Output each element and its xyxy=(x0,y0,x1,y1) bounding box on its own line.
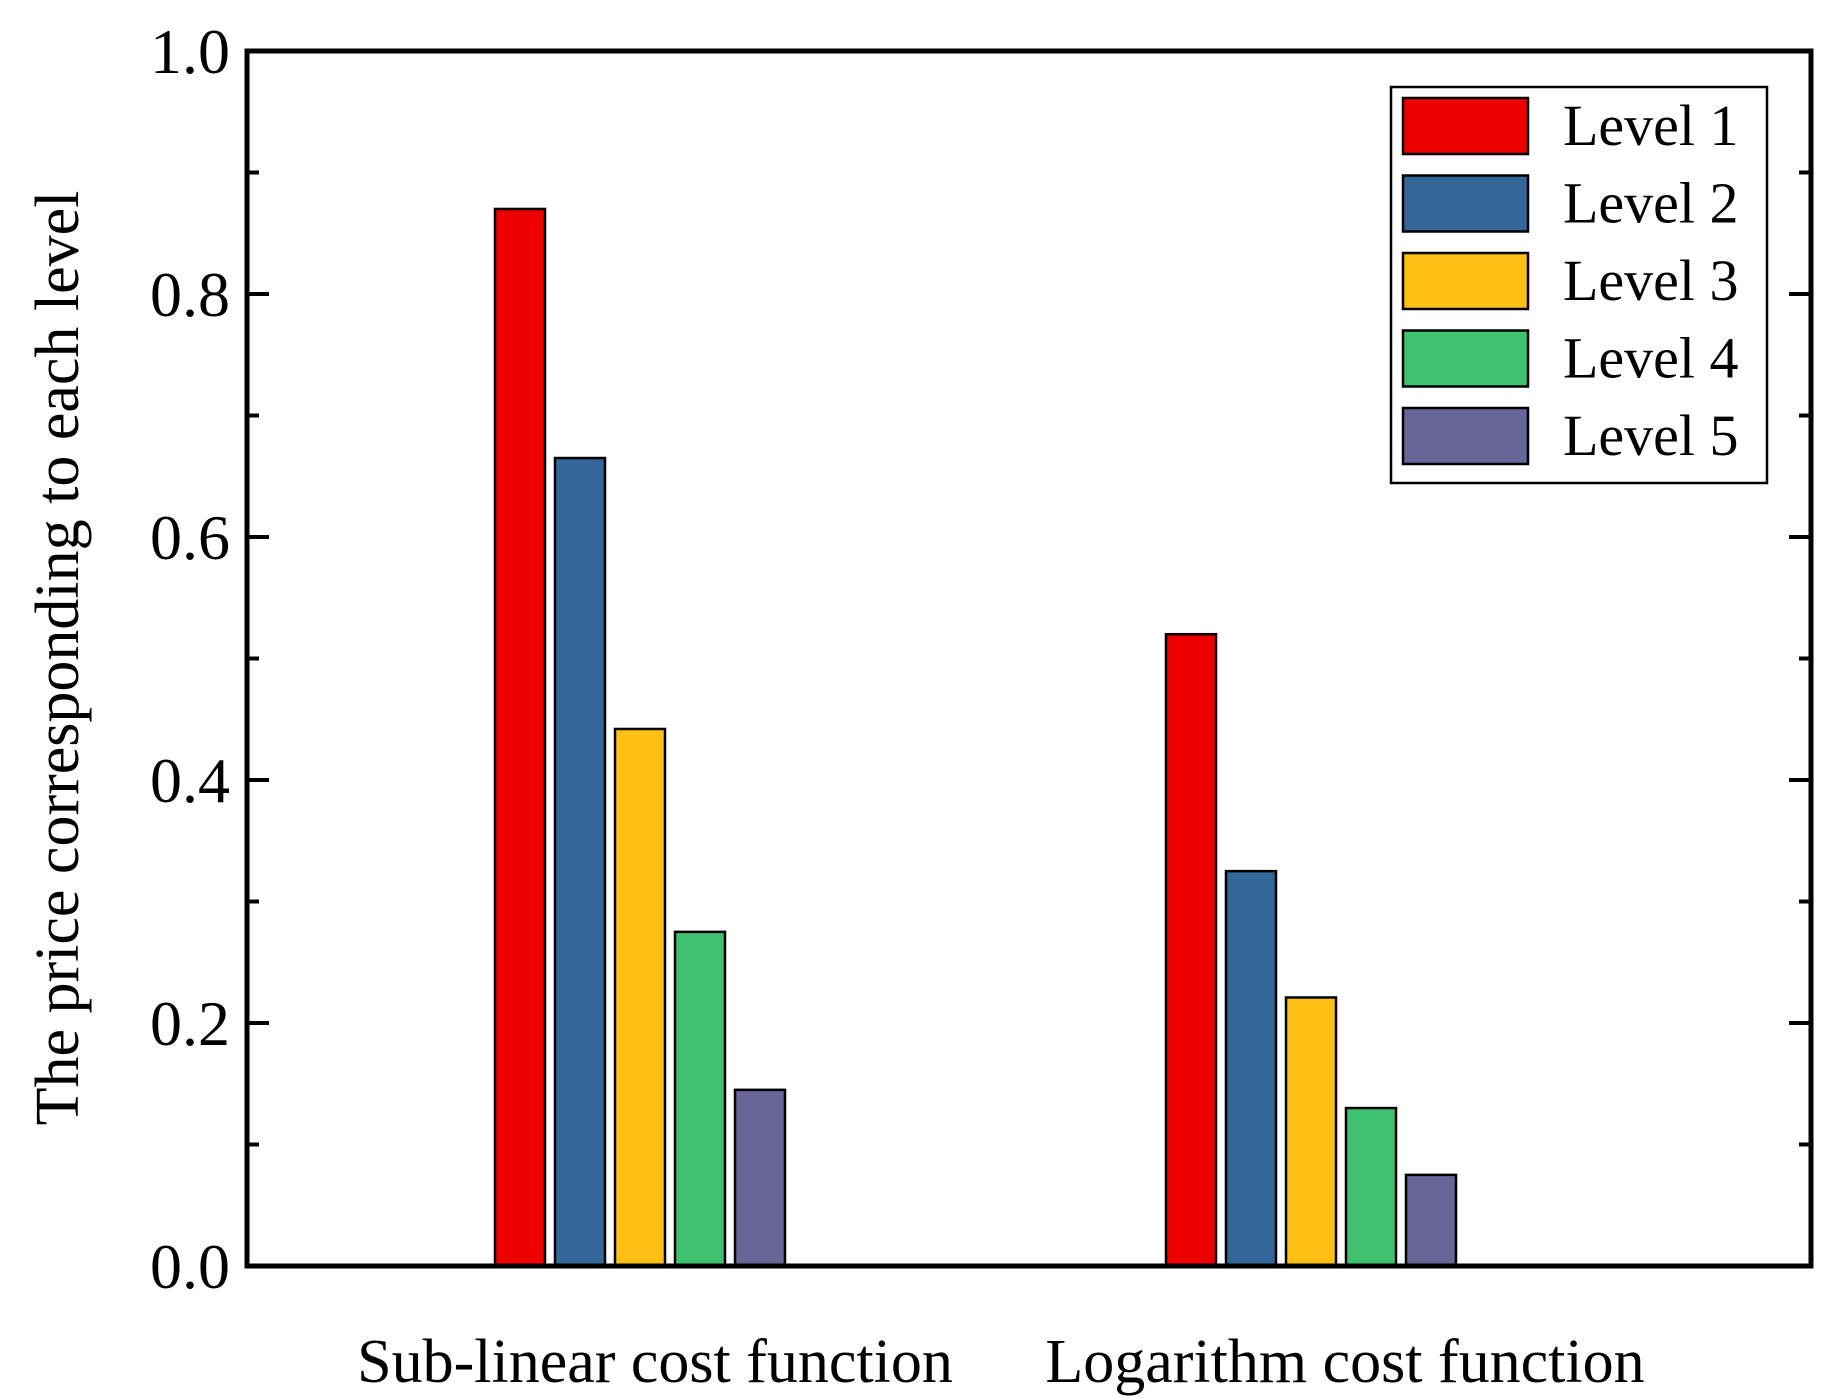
legend: Level 1 Level 2 Level 3 Level 4 Level 5 xyxy=(1389,85,1769,485)
legend-swatch-level-4 xyxy=(1401,329,1530,388)
bar-2-level-3 xyxy=(1284,996,1338,1268)
y-axis-title: The price corresponding to each level xyxy=(24,191,92,1126)
category-labels: Sub-linear cost function Logarithm cost f… xyxy=(357,1328,1644,1396)
category-label: Sub-linear cost function xyxy=(357,1328,953,1396)
legend-swatch-level-5 xyxy=(1401,406,1530,466)
legend-label-level-1: Level 1 xyxy=(1563,93,1739,158)
legend-swatch-level-3 xyxy=(1401,251,1530,311)
bar-2-level-1 xyxy=(1164,632,1218,1268)
bar-1-level-2 xyxy=(553,456,607,1268)
bar-2-level-2 xyxy=(1224,869,1278,1268)
bar-1-level-3 xyxy=(613,727,667,1268)
bars-group xyxy=(493,207,1458,1268)
legend-label-level-2: Level 2 xyxy=(1563,171,1739,236)
bar-1-level-5 xyxy=(733,1088,787,1268)
bar-1-level-4 xyxy=(673,930,727,1268)
bar-2-level-4 xyxy=(1344,1106,1398,1268)
bar-2-level-5 xyxy=(1404,1173,1458,1268)
legend-label-level-4: Level 4 xyxy=(1563,326,1739,391)
y-tick-label: 1.0 xyxy=(150,16,230,87)
legend-swatch-level-1 xyxy=(1401,96,1530,156)
legend-label-level-5: Level 5 xyxy=(1563,403,1739,468)
ticks-group: 0.0 0.2 0.4 0.6 0.8 1.0 xyxy=(150,16,1811,1302)
y-tick-label: 0.8 xyxy=(150,259,230,330)
y-tick-label: 0.4 xyxy=(150,745,230,816)
bar-1-level-1 xyxy=(493,207,547,1268)
y-tick-label: 0.0 xyxy=(150,1231,230,1302)
y-tick-label: 0.6 xyxy=(150,502,230,573)
legend-swatch-level-2 xyxy=(1401,174,1530,233)
category-label: Logarithm cost function xyxy=(1045,1328,1644,1396)
legend-label-level-3: Level 3 xyxy=(1563,248,1739,313)
y-tick-label: 0.2 xyxy=(150,988,230,1059)
